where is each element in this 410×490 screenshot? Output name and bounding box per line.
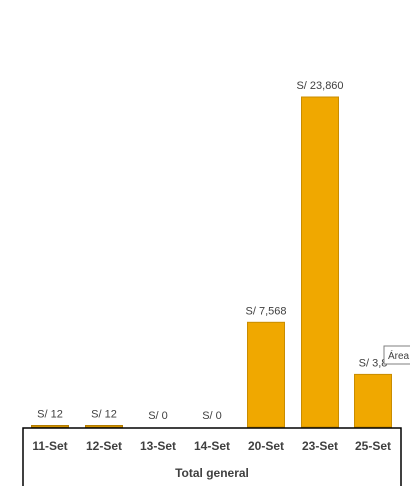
data-label-11-Set: S/ 12 bbox=[37, 409, 63, 421]
data-label-25-Set: S/ 3,8 bbox=[359, 357, 388, 369]
group-label: Total general bbox=[175, 466, 249, 480]
bars-layer bbox=[31, 96, 392, 428]
category-label-12-Set: 12-Set bbox=[86, 439, 122, 453]
data-label-14-Set: S/ 0 bbox=[202, 410, 222, 422]
bar-20-Set bbox=[247, 321, 285, 428]
category-labels-layer: 11-Set 12-Set 13-Set 14-Set 20-Set 23-Set 25-S… bbox=[32, 439, 391, 453]
bar-11-Set bbox=[31, 425, 69, 428]
bar-23-Set bbox=[301, 96, 339, 428]
category-label-23-Set: 23-Set bbox=[302, 439, 338, 453]
area-tooltip-box bbox=[383, 345, 410, 365]
data-label-20-Set: S/ 7,568 bbox=[246, 305, 287, 317]
axis-frame bbox=[22, 427, 402, 486]
bar-12-Set bbox=[85, 425, 123, 428]
data-labels-layer: S/ 12 S/ 12 S/ 0 S/ 0 S/ 7,568 S/ 23,860 S/ 3,… bbox=[37, 80, 387, 422]
data-label-13-Set: S/ 0 bbox=[148, 410, 168, 422]
category-label-25-Set: 25-Set bbox=[355, 439, 391, 453]
category-label-20-Set: 20-Set bbox=[248, 439, 284, 453]
data-label-12-Set: S/ 12 bbox=[91, 409, 117, 421]
bar-25-Set bbox=[354, 373, 392, 428]
area-tooltip-label: Área bbox=[388, 349, 410, 362]
category-label-13-Set: 13-Set bbox=[140, 439, 176, 453]
category-label-14-Set: 14-Set bbox=[194, 439, 230, 453]
category-label-11-Set: 11-Set bbox=[32, 439, 67, 453]
area-tooltip: Área bbox=[383, 345, 410, 365]
data-label-23-Set: S/ 23,860 bbox=[296, 80, 343, 92]
